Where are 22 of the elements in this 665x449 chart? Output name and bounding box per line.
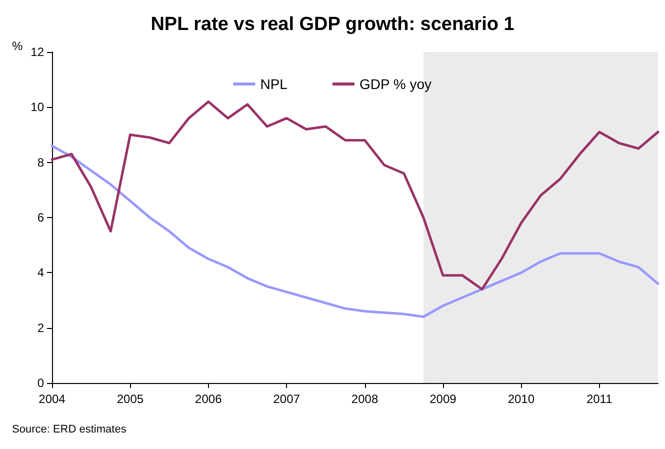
x-tick-label: 2010 — [508, 392, 535, 406]
y-tick-label: 12 — [30, 45, 44, 59]
y-tick-label: 10 — [30, 100, 44, 114]
legend-label: NPL — [260, 76, 288, 92]
line-series — [50, 100, 660, 290]
x-tick-label: 2005 — [116, 392, 144, 406]
y-tick-label: 2 — [37, 320, 44, 335]
source-note: Source: ERD estimates — [12, 424, 127, 436]
x-tick-label: 2004 — [38, 392, 66, 406]
y-tick-label: 6 — [37, 210, 44, 224]
legend-label: GDP % yoy — [359, 76, 432, 92]
x-tick-label: 2007 — [273, 392, 300, 406]
y-tick-label: 0 — [37, 376, 44, 390]
y-tick-label: 8 — [37, 155, 44, 170]
y-axis-title: % — [12, 39, 23, 53]
x-tick-label: 2006 — [195, 392, 222, 406]
x-tick-label: 2011 — [586, 392, 613, 406]
x-tick-label: 2009 — [430, 392, 457, 406]
x-tick-label: 2008 — [351, 392, 378, 406]
y-tick-label: 4 — [37, 266, 44, 280]
line-series — [50, 144, 660, 318]
chart-title: NPL rate vs real GDP growth: scenario 1 — [150, 14, 515, 35]
